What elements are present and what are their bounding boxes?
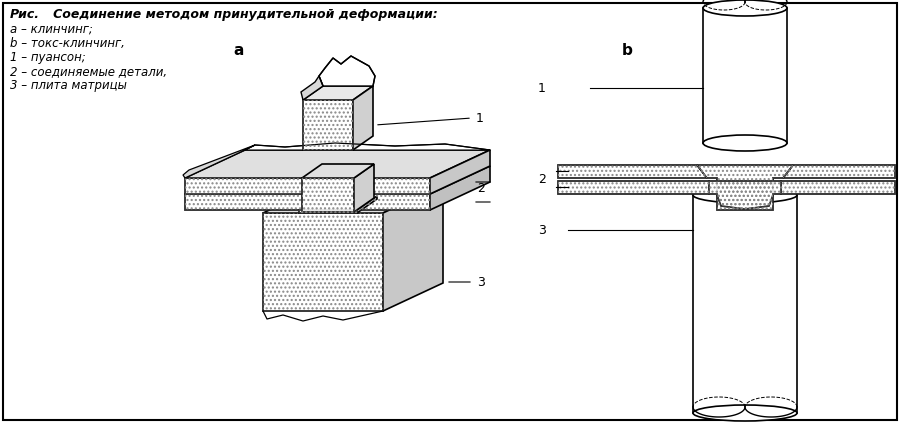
- Polygon shape: [781, 181, 895, 194]
- Polygon shape: [558, 181, 709, 194]
- Text: a – клинчинг;: a – клинчинг;: [10, 23, 93, 36]
- Polygon shape: [299, 210, 357, 213]
- Polygon shape: [302, 164, 374, 178]
- Text: 3: 3: [477, 275, 485, 288]
- Text: a: a: [233, 43, 243, 58]
- Polygon shape: [697, 165, 793, 210]
- Ellipse shape: [703, 135, 787, 151]
- Text: 3: 3: [538, 223, 546, 236]
- Ellipse shape: [693, 405, 797, 421]
- Polygon shape: [319, 56, 375, 86]
- Text: 2 – соединяемые детали,: 2 – соединяемые детали,: [10, 65, 167, 78]
- Polygon shape: [185, 194, 430, 210]
- Bar: [693, 195, 797, 413]
- Polygon shape: [263, 185, 443, 213]
- Polygon shape: [185, 166, 490, 194]
- Text: 1: 1: [476, 112, 484, 124]
- FancyBboxPatch shape: [3, 3, 897, 420]
- Polygon shape: [717, 178, 773, 209]
- Polygon shape: [430, 150, 490, 194]
- Bar: [703, 8, 787, 143]
- Polygon shape: [245, 143, 490, 150]
- Text: Соединение методом принудительной деформации:: Соединение методом принудительной деформ…: [40, 8, 437, 21]
- Polygon shape: [430, 166, 490, 210]
- Polygon shape: [353, 86, 373, 150]
- Polygon shape: [357, 196, 377, 213]
- Polygon shape: [783, 165, 895, 178]
- Text: b: b: [622, 43, 633, 58]
- Text: b – токс-клинчинг,: b – токс-клинчинг,: [10, 37, 125, 50]
- Polygon shape: [303, 86, 373, 100]
- Polygon shape: [185, 150, 490, 178]
- Polygon shape: [301, 76, 323, 100]
- Ellipse shape: [693, 187, 797, 203]
- Polygon shape: [183, 145, 255, 178]
- Polygon shape: [383, 185, 443, 311]
- Polygon shape: [185, 178, 430, 194]
- Polygon shape: [263, 213, 383, 311]
- Text: 2: 2: [538, 173, 546, 186]
- Polygon shape: [303, 100, 353, 150]
- Text: 1 – пуансон;: 1 – пуансон;: [10, 51, 86, 64]
- Text: Рис.: Рис.: [10, 8, 40, 21]
- Polygon shape: [558, 165, 707, 178]
- Text: 3 – плита матрицы: 3 – плита матрицы: [10, 79, 127, 92]
- Text: 1: 1: [538, 82, 546, 94]
- Polygon shape: [709, 181, 781, 209]
- Polygon shape: [354, 164, 374, 212]
- Ellipse shape: [703, 0, 787, 16]
- Polygon shape: [302, 178, 354, 212]
- Text: 2: 2: [477, 181, 485, 195]
